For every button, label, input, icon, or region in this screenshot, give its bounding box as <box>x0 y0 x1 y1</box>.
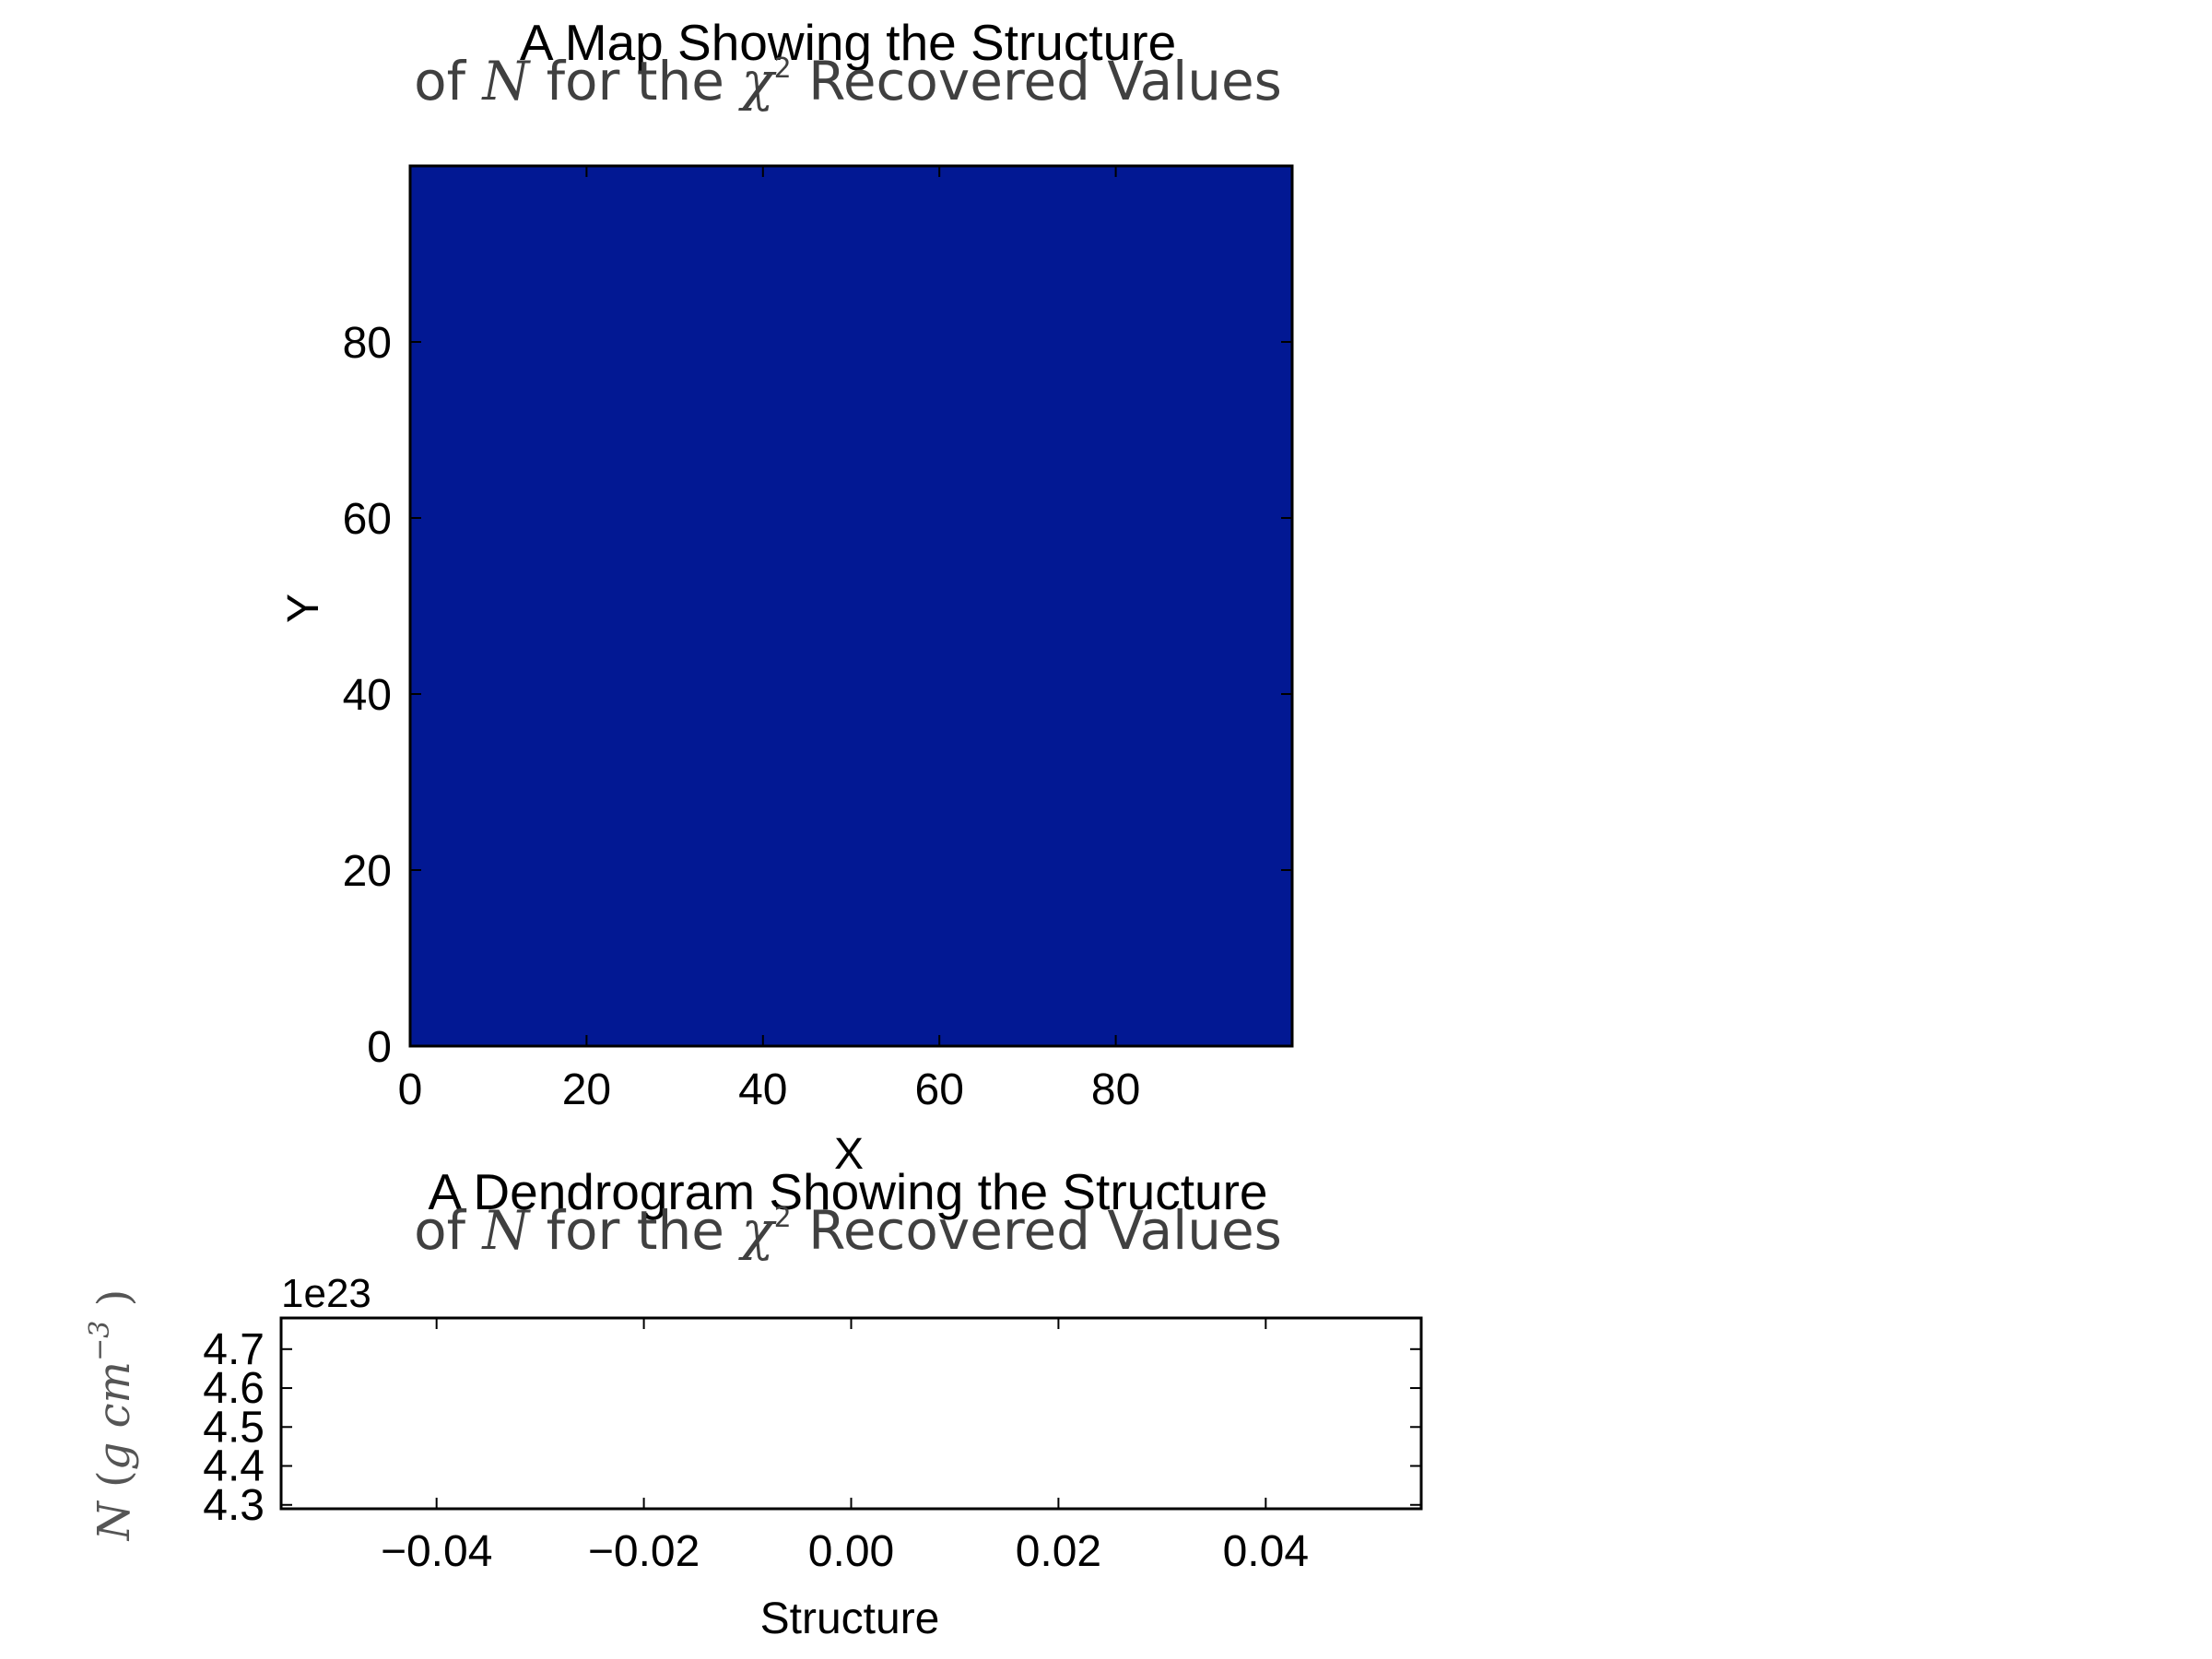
map-xtick-label: 60 <box>915 1065 964 1114</box>
dendro-title-prefix: of <box>414 1199 482 1262</box>
dendro-ytick-label: 4.7 <box>203 1325 265 1374</box>
map-title-line2: of N for the χ2 Recovered Values <box>414 50 1282 112</box>
heatmap-area <box>410 166 1292 1046</box>
dendro-title-sup: 2 <box>774 1202 792 1234</box>
map-ytick-label: 40 <box>343 671 392 720</box>
map-xtick-label: 0 <box>398 1065 423 1114</box>
map-xlabel: X <box>834 1130 864 1179</box>
dendro-ylabel-symbol: N <box>88 1500 140 1541</box>
dendro-ylabel: N (g cm−3 ) <box>84 1289 140 1542</box>
dendro-y-offset-label: 1e23 <box>281 1271 371 1316</box>
dendro-ticks: −0.04 −0.02 0.00 0.02 0.04 4.34.44.54.64.7 <box>203 1318 1421 1576</box>
dendro-ylabel-unit: g cm <box>88 1361 140 1470</box>
map-ytick-label: 0 <box>367 1023 392 1072</box>
dendrogram-chart: A Dendrogram Showing the Structure of N … <box>84 1163 1423 1643</box>
dendro-xtick-label: 0.00 <box>808 1527 894 1576</box>
map-chart: A Map Showing the Structure of N for the… <box>279 14 1294 1179</box>
map-ytick-label: 20 <box>343 847 392 896</box>
map-ylabel: Y <box>279 594 328 623</box>
dendro-title-chi: χ <box>737 1199 776 1262</box>
map-ticks: 0 20 40 60 80 0 20 40 60 80 <box>343 166 1292 1114</box>
dendro-title-mid: for the <box>529 1199 741 1262</box>
dendro-ytick-label: 4.6 <box>203 1364 265 1413</box>
map-ytick-label: 80 <box>343 319 392 368</box>
dendro-ytick-label: 4.3 <box>203 1481 265 1530</box>
dendro-title-suffix: Recovered Values <box>792 1199 1282 1262</box>
map-title-suffix: Recovered Values <box>792 50 1282 112</box>
map-title-symbol: N <box>480 50 531 112</box>
dendro-xtick-label: −0.02 <box>588 1527 700 1576</box>
dendro-xtick-label: 0.04 <box>1223 1527 1309 1576</box>
map-title-chi: χ <box>737 50 776 112</box>
dendro-title-symbol: N <box>480 1199 531 1262</box>
dendro-ylabel-close: ) <box>88 1289 140 1321</box>
dendro-axes-frame <box>279 1316 1423 1511</box>
map-xtick-label: 40 <box>738 1065 787 1114</box>
dendro-ylabel-exp: −3 <box>84 1321 116 1361</box>
dendro-title-line2: of N for the χ2 Recovered Values <box>414 1199 1282 1262</box>
map-xtick-label: 80 <box>1091 1065 1140 1114</box>
dendro-ytick-label: 4.5 <box>203 1403 265 1452</box>
map-axes-frame <box>408 164 1294 1048</box>
dendro-ytick-label: 4.4 <box>203 1442 265 1491</box>
dendro-xtick-label: 0.02 <box>1016 1527 1101 1576</box>
map-xtick-label: 20 <box>562 1065 611 1114</box>
map-title-mid: for the <box>529 50 741 112</box>
dendro-title-line1: A Dendrogram Showing the Structure <box>428 1163 1267 1220</box>
map-title-prefix: of <box>414 50 482 112</box>
map-title-line1: A Map Showing the Structure <box>520 14 1176 71</box>
dendro-ylabel-open: ( <box>88 1470 140 1501</box>
dendro-xtick-label: −0.04 <box>381 1527 492 1576</box>
map-ytick-label: 60 <box>343 495 392 544</box>
map-title-sup: 2 <box>774 53 792 85</box>
dendro-xlabel: Structure <box>760 1594 940 1643</box>
